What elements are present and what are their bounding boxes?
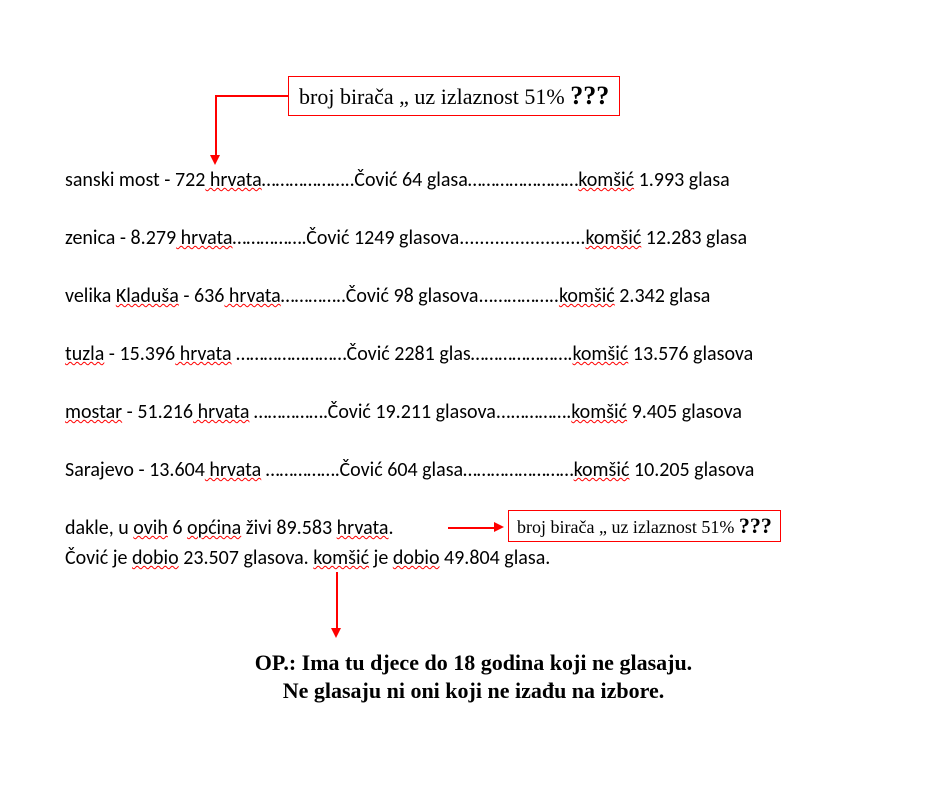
callout-side-qmarks: ??? bbox=[739, 513, 772, 538]
komsic: komšić bbox=[578, 168, 634, 192]
hrvata: hrvata bbox=[175, 342, 231, 366]
covic: Čović 2281 glas bbox=[347, 342, 471, 366]
city: sanski most bbox=[65, 168, 160, 192]
callout-top-text: broj birača „ uz izlaznost 51% bbox=[299, 84, 570, 109]
arrow-top-horiz bbox=[215, 95, 288, 97]
komsic: komšić bbox=[585, 226, 641, 250]
hrvata: hrvata bbox=[205, 168, 261, 192]
callout-side-text: broj birača „ uz izlaznost 51% bbox=[517, 517, 739, 537]
pop: 51.216 bbox=[137, 400, 193, 424]
op-note-line2: Ne glasaju ni oni koji ne izađu na izbor… bbox=[0, 678, 947, 704]
city: tuzla bbox=[65, 342, 104, 366]
row-sanski-most: sanski most - 722 hrvata………………..Čović 64… bbox=[65, 168, 730, 192]
row-velika-kladusa: velika Kladuša - 636 hrvata…………..Čović 9… bbox=[65, 284, 710, 308]
arrow-top-head bbox=[210, 155, 220, 165]
arrow-down-line bbox=[336, 572, 338, 630]
city-part1: velika bbox=[65, 284, 116, 308]
covic: Čović 98 glasova bbox=[346, 284, 479, 308]
pop: 8.279 bbox=[131, 226, 177, 250]
komsic: komšić bbox=[571, 400, 627, 424]
summary-line1: dakle, u ovih 6 općina živi 89.583 hrvat… bbox=[65, 516, 394, 540]
arrow-down-head bbox=[331, 628, 341, 638]
city: mostar bbox=[65, 400, 122, 424]
arrow-right-line bbox=[448, 527, 496, 529]
row-tuzla: tuzla - 15.396 hrvata ……………………Čović 2281… bbox=[65, 342, 753, 366]
hrvata: hrvata bbox=[224, 284, 280, 308]
hrvata: hrvata bbox=[205, 458, 261, 482]
pop: 13.604 bbox=[149, 458, 205, 482]
op-note-line1: OP.: Ima tu djece do 18 godina koji ne g… bbox=[0, 650, 947, 676]
row-sarajevo: Sarajevo - 13.604 hrvata …………….Čović 604… bbox=[65, 458, 754, 482]
row-mostar: mostar - 51.216 hrvata …………….Čović 19.21… bbox=[65, 400, 742, 424]
komsic: komšić bbox=[572, 342, 628, 366]
summary-line2: Čović je dobio 23.507 glasova. komšić je… bbox=[65, 546, 550, 570]
covic: Čović 604 glasa bbox=[339, 458, 463, 482]
pop: 722 bbox=[175, 168, 205, 192]
city-part2: Kladuša bbox=[116, 284, 179, 308]
arrow-top-vert bbox=[215, 95, 217, 157]
callout-top-qmarks: ??? bbox=[570, 81, 609, 110]
komsic: komšić bbox=[574, 458, 630, 482]
pop: 15.396 bbox=[119, 342, 175, 366]
row-zenica: zenica - 8.279 hrvata…………….Čović 1249 gl… bbox=[65, 226, 747, 250]
hrvata: hrvata bbox=[176, 226, 232, 250]
komsic: komšić bbox=[559, 284, 615, 308]
covic: Čović 19.211 glasova bbox=[328, 400, 496, 424]
arrow-right-head bbox=[494, 522, 504, 532]
covic: Čović 64 glasa bbox=[354, 168, 468, 192]
city: zenica bbox=[65, 226, 115, 250]
callout-side: broj birača „ uz izlaznost 51% ??? bbox=[508, 510, 781, 542]
covic: Čović 1249 glasova bbox=[306, 226, 459, 250]
city: Sarajevo bbox=[65, 458, 134, 482]
hrvata: hrvata bbox=[193, 400, 249, 424]
callout-top: broj birača „ uz izlaznost 51% ??? bbox=[288, 76, 620, 116]
pop: 636 bbox=[194, 284, 224, 308]
